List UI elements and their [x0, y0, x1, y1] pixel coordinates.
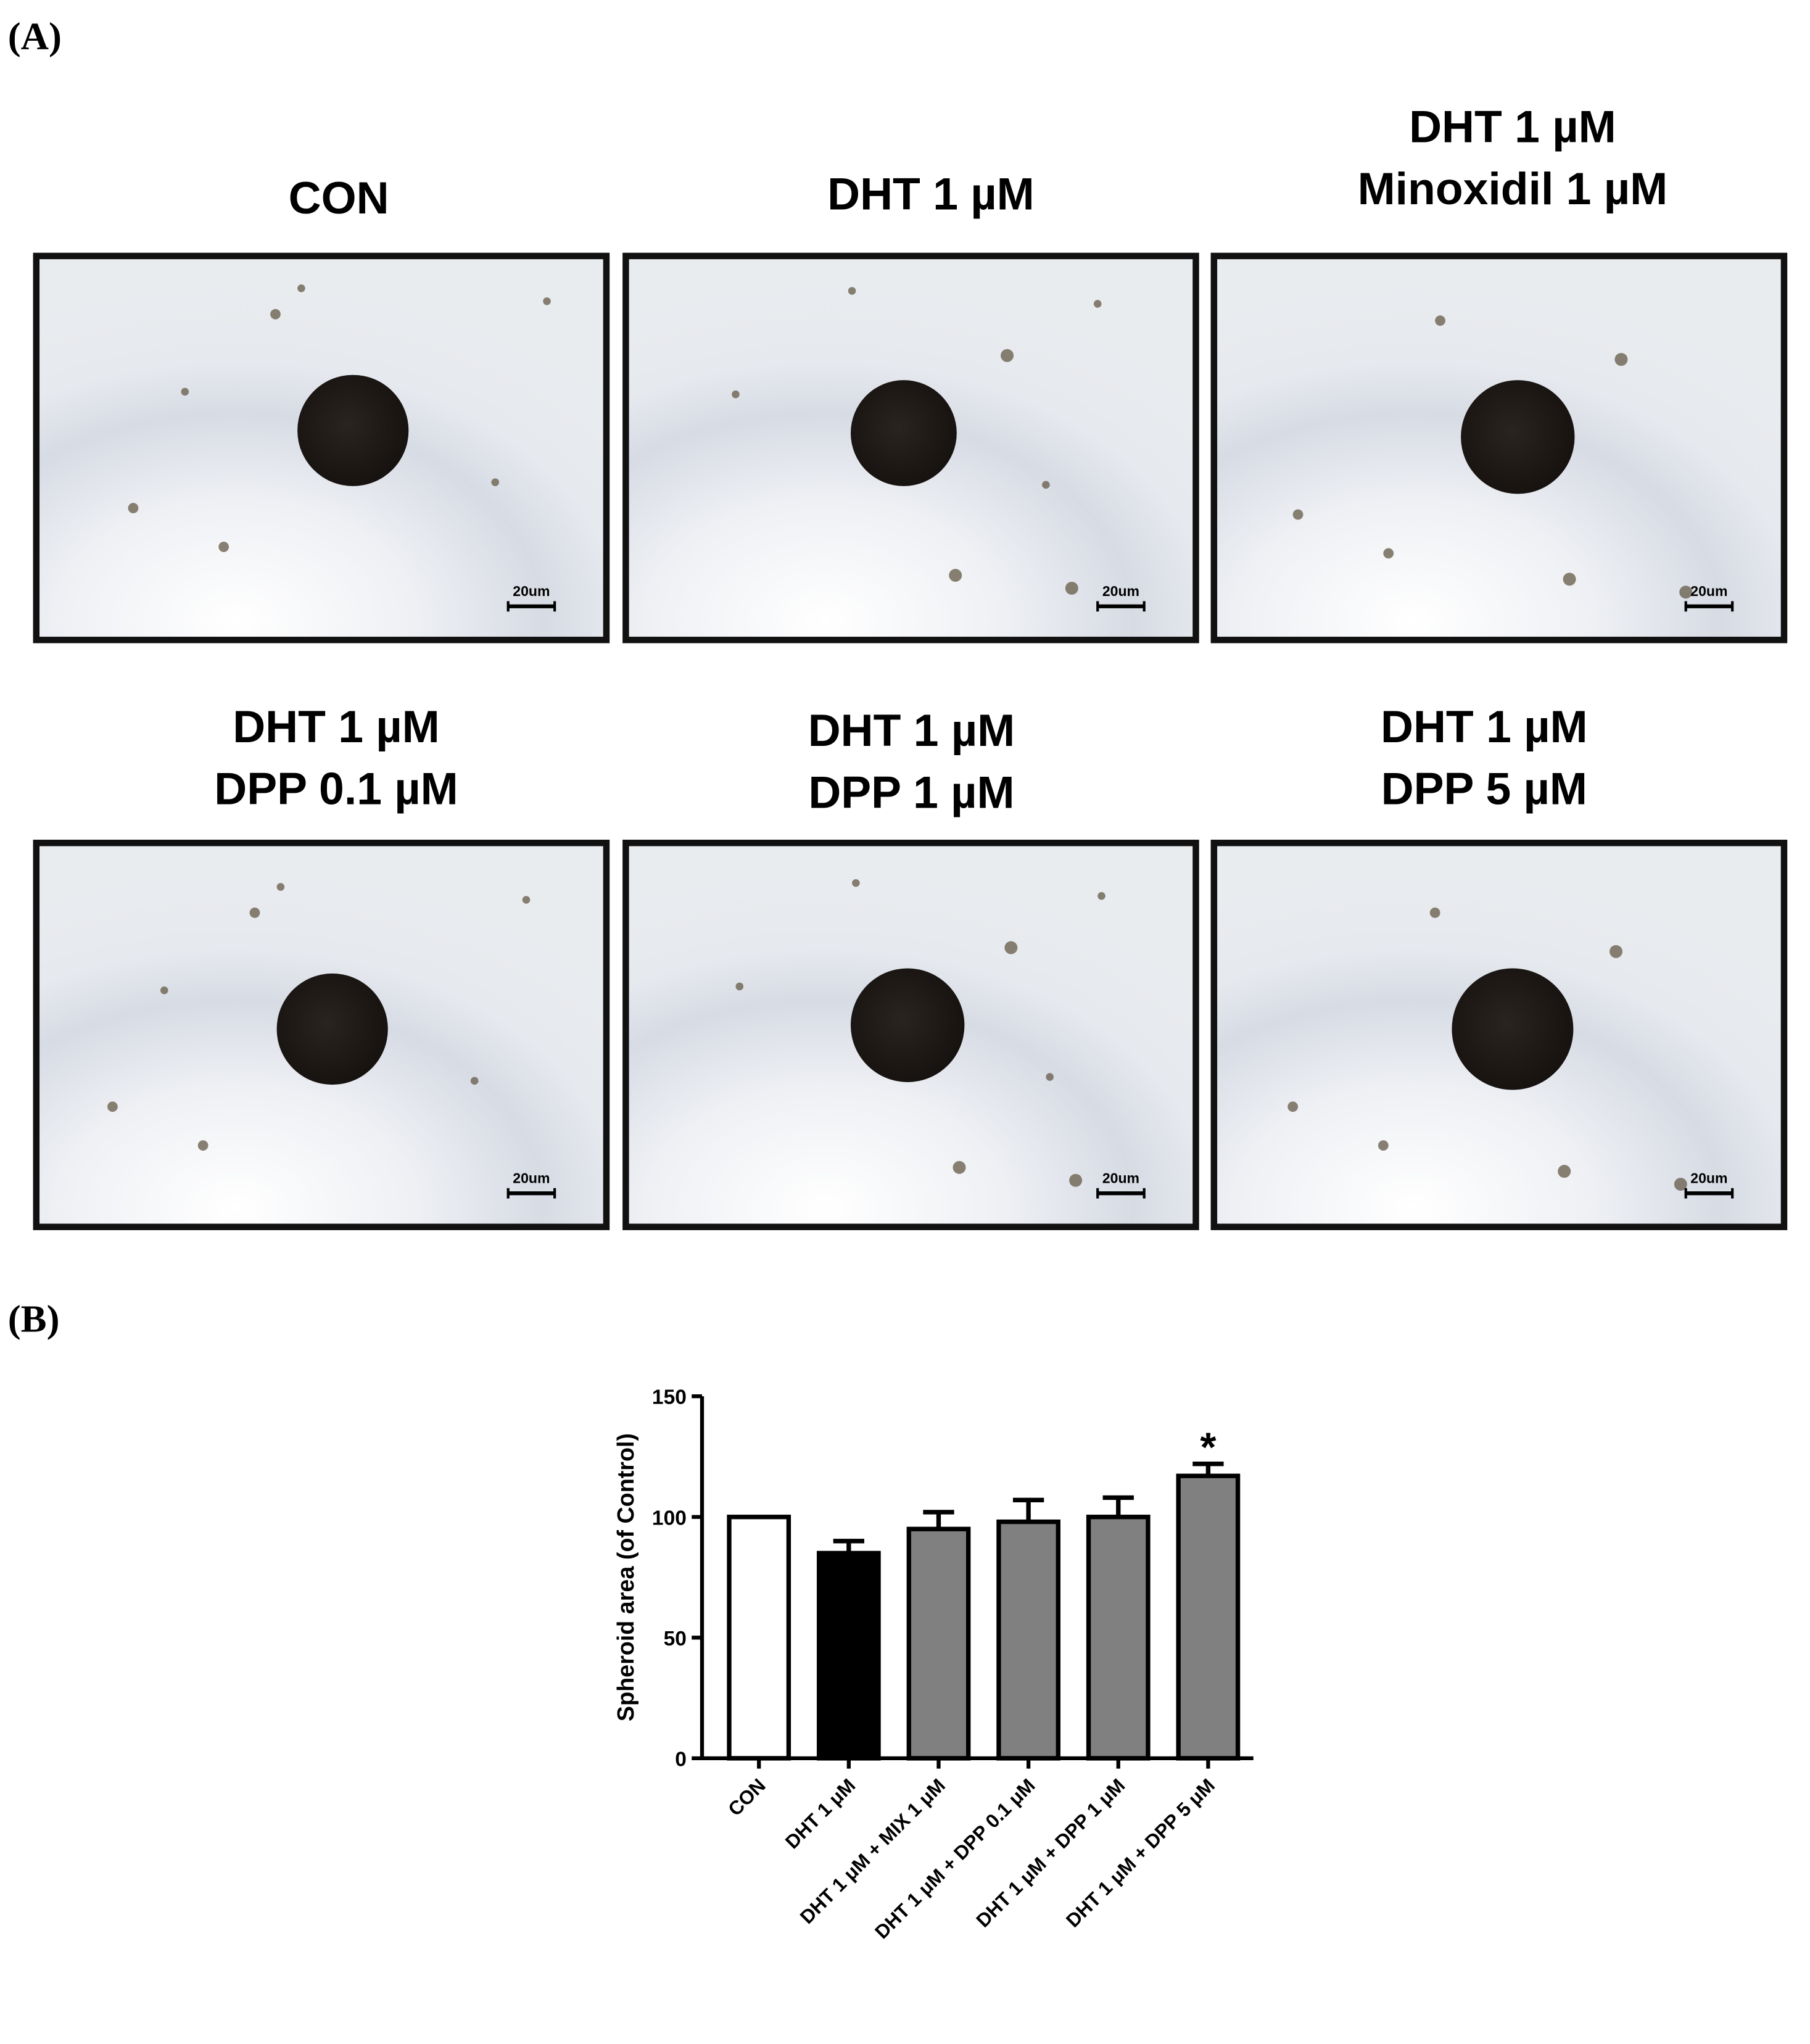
cell-cluster	[197, 1140, 209, 1151]
cell-cluster	[1383, 548, 1394, 559]
bar	[996, 1519, 1060, 1761]
cell-cluster	[128, 503, 139, 513]
x-tick-label: CON	[724, 1774, 770, 1820]
cell-cluster	[735, 982, 744, 991]
bar	[1086, 1515, 1151, 1761]
spheroid	[276, 973, 388, 1085]
cell-cluster	[1429, 908, 1440, 918]
x-tick-label: DHT 1 μM + DPP 0.1 μM	[870, 1774, 1039, 1943]
cell-cluster	[1093, 300, 1102, 308]
cell-cluster	[1097, 892, 1105, 900]
cell-cluster	[732, 390, 740, 399]
bar	[727, 1515, 791, 1761]
cell-cluster	[218, 542, 229, 552]
bar	[816, 1550, 881, 1761]
significance-mark: *	[1200, 1424, 1217, 1470]
spheroid	[850, 968, 965, 1082]
cell-cluster	[249, 908, 260, 918]
cell-cluster	[1292, 509, 1304, 520]
cell-cluster	[491, 478, 500, 486]
y-tick-label: 50	[664, 1628, 687, 1650]
cell-cluster	[949, 569, 962, 582]
cell-cluster	[543, 297, 551, 305]
scale-label: 20um	[1690, 583, 1727, 599]
image-title: DPP 0.1 µM	[214, 763, 458, 814]
x-tick-label: DHT 1 μM + DPP 5 μM	[1062, 1774, 1219, 1932]
panel-label: (B)	[8, 1297, 60, 1340]
cell-cluster	[276, 883, 285, 891]
cell-cluster	[522, 896, 531, 904]
cell-cluster	[852, 879, 860, 887]
cell-cluster	[1679, 585, 1693, 599]
cell-cluster	[107, 1101, 118, 1112]
cell-cluster	[160, 986, 168, 995]
scale-label: 20um	[513, 1170, 550, 1186]
panel-label: (A)	[8, 15, 62, 58]
cell-cluster	[270, 308, 281, 320]
spheroid	[1461, 380, 1575, 494]
cell-cluster	[1046, 1073, 1054, 1081]
x-tick-label: DHT 1 μM + MIX 1 μM	[796, 1774, 949, 1928]
panel-a: CON 20um DHT 1 µM 20um DHT 1 µM Minoxidil 1 µ…	[33, 102, 1788, 1230]
image-title: DHT 1 µM	[233, 701, 440, 752]
scale-label: 20um	[1690, 1170, 1727, 1186]
spheroid	[297, 374, 409, 486]
image-title: Minoxidil 1 µM	[1358, 163, 1668, 214]
cell-cluster	[1004, 941, 1018, 954]
cell-cluster	[1001, 349, 1014, 362]
image-title: CON	[289, 173, 389, 223]
bar	[1176, 1473, 1241, 1761]
cell-cluster	[1435, 315, 1445, 326]
image-title: DHT 1 µM	[1381, 701, 1588, 752]
cell-cluster	[1610, 945, 1623, 958]
y-axis-title: Spheroid area (of Control)	[613, 1433, 638, 1721]
cell-cluster	[1287, 1101, 1299, 1112]
cell-cluster	[1614, 353, 1628, 366]
cell-cluster	[181, 387, 189, 396]
y-tick-label: 0	[675, 1748, 687, 1771]
spheroid	[850, 380, 957, 486]
image-title: DPP 5 µM	[1381, 763, 1587, 814]
y-tick-label: 150	[652, 1386, 687, 1409]
cell-cluster	[1558, 1165, 1571, 1178]
x-tick-label: DHT 1 μM	[781, 1774, 859, 1853]
cell-cluster	[1065, 581, 1078, 595]
cell-cluster	[470, 1077, 479, 1085]
image-title: DHT 1 µM	[1409, 102, 1616, 152]
scale-label: 20um	[1102, 1170, 1139, 1186]
scale-label: 20um	[1102, 583, 1139, 599]
cell-cluster	[297, 284, 305, 292]
cell-cluster	[953, 1161, 966, 1174]
cell-cluster	[1674, 1178, 1687, 1191]
cell-cluster	[1378, 1140, 1389, 1151]
scale-label: 20um	[513, 583, 550, 599]
cell-cluster	[1069, 1173, 1083, 1187]
y-tick-label: 100	[652, 1507, 687, 1529]
image-title: DHT 1 µM	[827, 168, 1035, 219]
image-title: DPP 1 µM	[808, 768, 1014, 818]
cell-cluster	[1042, 481, 1050, 489]
spheroid	[1452, 968, 1574, 1090]
cell-cluster	[1563, 573, 1576, 586]
cell-cluster	[848, 287, 856, 295]
image-title: DHT 1 µM	[808, 705, 1015, 756]
bar	[906, 1526, 971, 1761]
x-tick-label: DHT 1 μM + DPP 1 μM	[972, 1774, 1130, 1932]
